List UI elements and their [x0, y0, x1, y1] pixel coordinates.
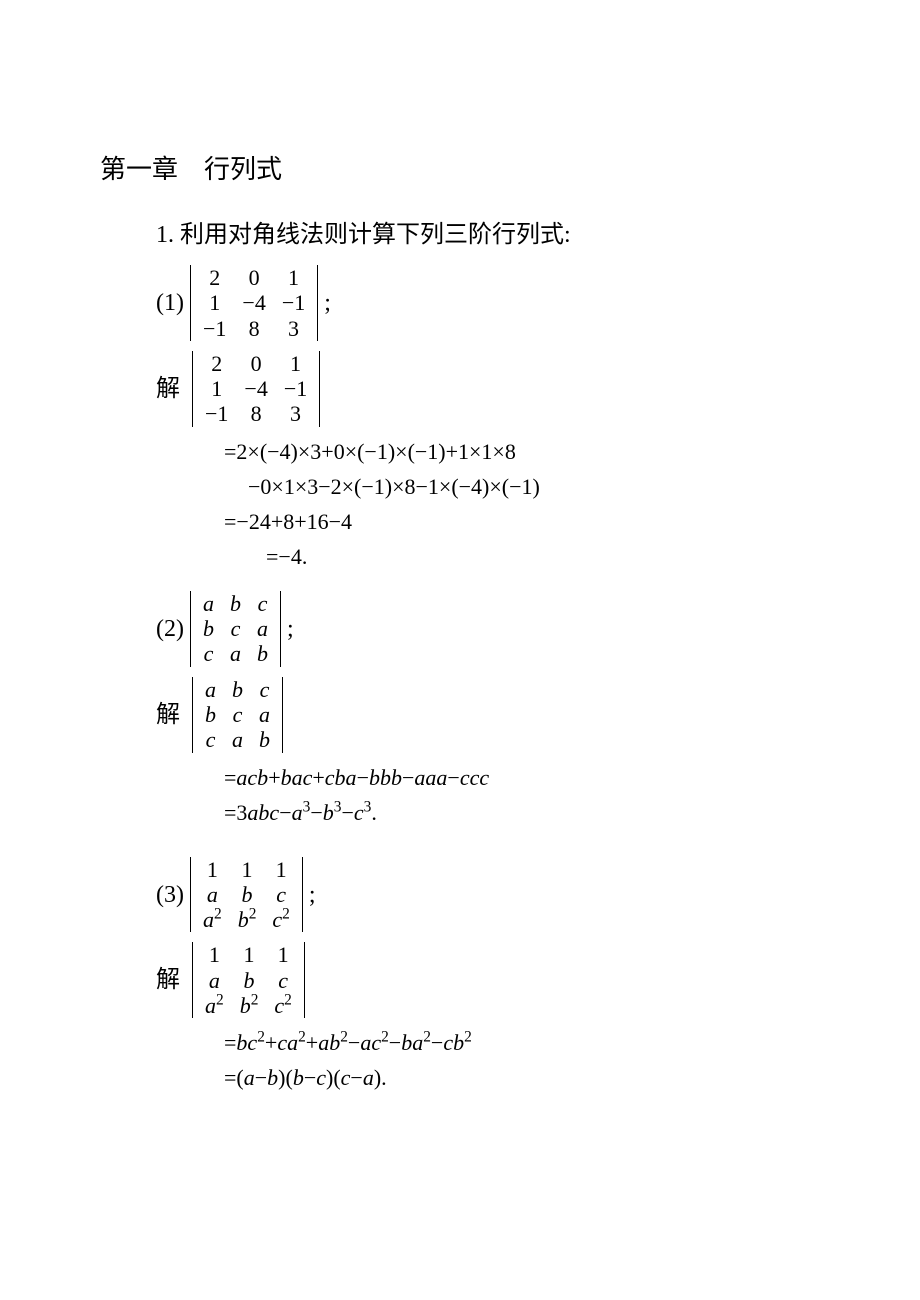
part3-expression: (3) 111 abc a2b2c2 ; [156, 855, 820, 935]
part2-solution-row: 解 abc bca cab [156, 675, 820, 755]
part2-after: ; [287, 611, 294, 647]
part1-label: (1) [156, 285, 184, 321]
page: 第一章 行列式 1. 利用对角线法则计算下列三阶行列式: (1) 201 1−4… [0, 0, 920, 1300]
determinant-2: abc bca cab [190, 591, 281, 667]
part1-step2: −0×1×3−2×(−1)×8−1×(−4)×(−1) [248, 470, 820, 503]
part1-step4: =−4. [266, 540, 820, 573]
part3-solution-row: 解 111 abc a2b2c2 [156, 940, 820, 1020]
part3-after: ; [309, 877, 316, 913]
part1-after: ; [324, 285, 331, 321]
solution-label-1: 解 [156, 371, 180, 407]
determinant-3: 111 abc a2b2c2 [190, 857, 303, 933]
part2-expression: (2) abc bca cab ; [156, 589, 820, 669]
problem-statement: 1. 利用对角线法则计算下列三阶行列式: [156, 217, 820, 253]
part1-solution-row: 解 201 1−4−1 −183 [156, 349, 820, 429]
part2-step2: =3abc−a3−b3−c3. [224, 796, 820, 829]
solution-label-3: 解 [156, 962, 180, 998]
part3-step1: =bc2+ca2+ab2−ac2−ba2−cb2 [224, 1026, 820, 1059]
part1-step1: =2×(−4)×3+0×(−1)×(−1)+1×1×8 [224, 435, 820, 468]
part2-label: (2) [156, 611, 184, 647]
part1-expression: (1) 201 1−4−1 −183 ; [156, 263, 820, 343]
part1-step3: =−24+8+16−4 [224, 505, 820, 538]
solution-label-2: 解 [156, 697, 180, 733]
determinant-2-sol: abc bca cab [192, 677, 283, 753]
part3-label: (3) [156, 877, 184, 913]
chapter-title: 第一章 行列式 [100, 150, 820, 189]
determinant-1: 201 1−4−1 −183 [190, 265, 318, 341]
part2-step1: =acb+bac+cba−bbb−aaa−ccc [224, 761, 820, 794]
part3-step2: =(a−b)(b−c)(c−a). [224, 1061, 820, 1094]
determinant-3-sol: 111 abc a2b2c2 [192, 942, 305, 1018]
determinant-1-sol: 201 1−4−1 −183 [192, 351, 320, 427]
